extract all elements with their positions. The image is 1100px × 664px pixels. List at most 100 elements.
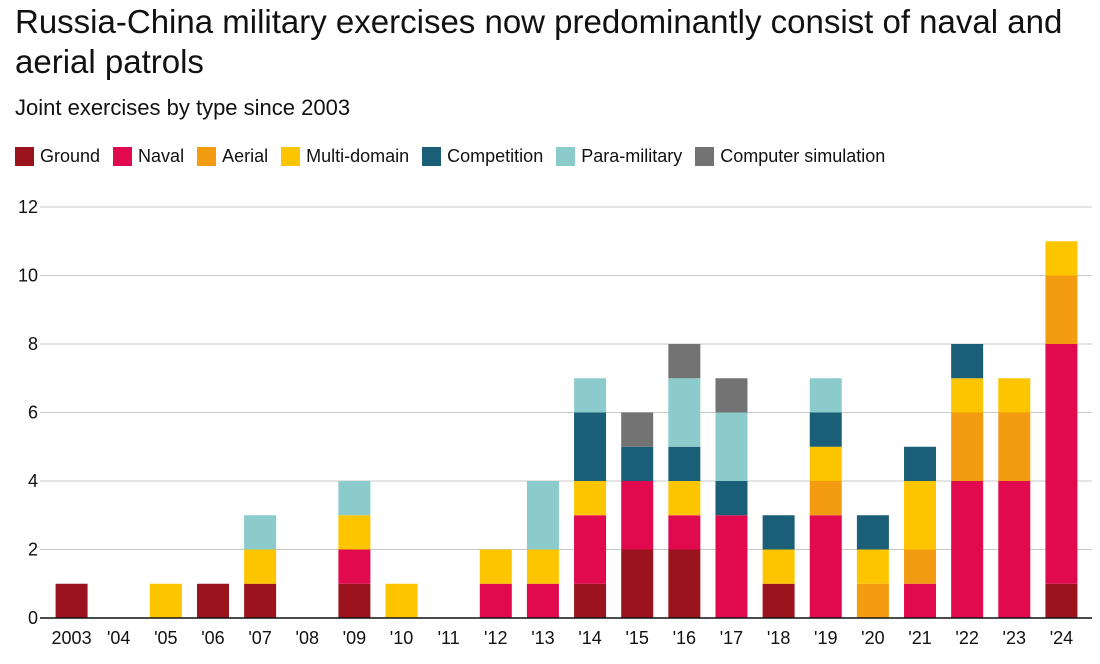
bar-segment-ground [55,583,88,618]
legend-label: Multi-domain [306,145,410,166]
bar-segment-para-military [338,481,371,516]
bar-segment-multi-domain [526,549,559,584]
bar-segment-ground [244,583,277,618]
bar-segment-naval [526,583,559,618]
bar-segment-para-military [244,515,277,550]
legend-swatch [556,146,576,166]
bar-segment-naval [338,549,371,584]
bar-segment-para-military [715,412,748,481]
x-axis-ticks: 2003 '04 '05 '06 '07 '08 '09 '10 '11 '12 '13 '14 '15… [52,628,1074,648]
x-tick-label: '05 [154,628,177,648]
chart-title: Russia-China military exercises now pred… [15,3,1063,80]
y-tick-label: 10 [18,266,38,286]
x-tick-label: '13 [531,628,554,648]
bar-segment-computer-simulation [621,412,654,447]
x-tick-label: '16 [673,628,696,648]
x-tick-label: '11 [438,628,460,648]
bar-segment-ground [668,549,701,618]
bar-segment-ground [196,583,229,618]
bar-segment-naval [479,583,512,618]
bar-segment-multi-domain [998,378,1031,413]
bar-segment-competition [951,344,984,379]
legend-swatch [281,146,301,166]
x-tick-label: '09 [343,628,366,648]
legend-item-competition: Competition [422,146,543,167]
legend-label: Para-military [581,145,683,166]
bar-segment-aerial [951,412,984,481]
bar-segment-naval [951,481,984,618]
bar-segment-naval [809,515,842,618]
bar-segment-para-military [574,378,607,413]
bar-segment-competition [904,446,937,481]
bar-segment-ground [762,583,795,618]
x-tick-label: '07 [248,628,271,648]
chart-legend: Ground Naval Aerial Multi-domain Competition… [15,143,898,169]
x-tick-label: '21 [908,628,931,648]
x-tick-label: '12 [484,628,507,648]
x-tick-label: '23 [1003,628,1026,648]
legend-swatch [422,146,442,166]
bar-segment-naval [1045,344,1078,584]
legend-label: Competition [447,145,544,166]
y-tick-label: 0 [28,608,38,628]
bar-segment-competition [762,515,795,550]
bar-segment-computer-simulation [668,344,701,379]
bar-segment-multi-domain [1045,241,1078,276]
legend-swatch [15,146,34,166]
bar-segment-multi-domain [762,549,795,584]
bar-segment-ground [338,583,371,618]
bar-segment-para-military [526,481,559,550]
bar-segment-multi-domain [385,583,418,618]
bar-segment-multi-domain [479,549,512,584]
legend-item-computer-simulation: Computer simulation [695,146,885,167]
legend-swatch [197,146,217,166]
bar-segment-computer-simulation [715,378,748,413]
x-tick-label: '18 [767,628,790,648]
bar-segment-aerial [998,412,1031,481]
bars [55,241,1078,618]
x-tick-label: '19 [814,628,837,648]
legend-item-multi-domain: Multi-domain [281,146,409,167]
bar-segment-competition [621,446,654,481]
x-tick-label: '14 [578,628,601,648]
chart-subtitle: Joint exercises by type since 2003 [15,95,351,120]
x-tick-label: '08 [296,628,319,648]
x-tick-label: '22 [955,628,978,648]
bar-segment-aerial [904,549,937,584]
y-axis-ticks: 0 2 4 6 8 10 12 [18,197,38,628]
bar-segment-naval [998,481,1031,618]
bar-segment-multi-domain [574,481,607,516]
bar-segment-multi-domain [338,515,371,550]
x-tick-label: '04 [107,628,130,648]
bar-segment-multi-domain [668,481,701,516]
y-tick-label: 6 [28,403,38,423]
x-tick-label: '17 [720,628,743,648]
bar-segment-ground [574,583,607,618]
bar-segment-multi-domain [856,549,889,584]
legend-swatch [695,146,715,166]
legend-label: Ground [40,145,101,166]
bar-segment-ground [1045,583,1078,618]
x-tick-label: '06 [201,628,224,648]
x-tick-label: '15 [625,628,648,648]
legend-swatch [113,146,133,166]
bar-segment-multi-domain [951,378,984,413]
x-tick-label: '10 [390,628,413,648]
bar-segment-naval [715,515,748,618]
x-tick-label: '20 [861,628,884,648]
bar-segment-competition [715,481,748,516]
legend-item-naval: Naval [113,146,184,167]
bar-segment-naval [904,583,937,618]
bar-segment-competition [574,412,607,481]
bar-segment-para-military [668,378,701,447]
legend-item-para-military: Para-military [556,146,682,167]
bar-segment-naval [621,481,654,550]
bar-segment-aerial [809,481,842,516]
bar-segment-ground [621,549,654,618]
bar-segment-multi-domain [809,446,842,481]
bar-segment-competition [856,515,889,550]
bar-segment-multi-domain [149,583,182,618]
y-tick-label: 8 [28,334,38,354]
bar-segment-competition [668,446,701,481]
x-tick-label: 2003 [52,628,92,648]
